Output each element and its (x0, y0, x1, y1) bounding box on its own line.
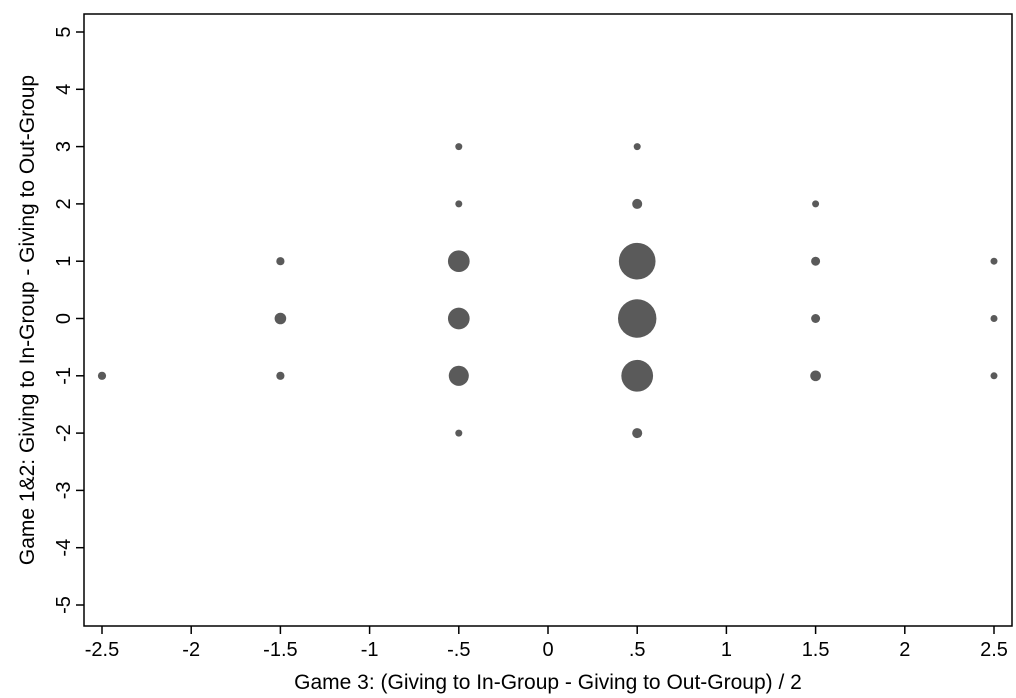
x-tick-label: -2 (182, 639, 200, 661)
data-points (97, 143, 998, 439)
data-point (97, 371, 107, 380)
data-point (455, 143, 463, 151)
data-point (811, 314, 821, 323)
y-tick-label: -3 (53, 482, 75, 500)
y-tick-label: 4 (53, 84, 75, 95)
x-tick-label: -1.5 (263, 639, 297, 661)
data-point (448, 365, 469, 386)
y-tick-label: -2 (53, 424, 75, 442)
data-point (632, 198, 643, 209)
x-tick-label: 1.5 (802, 639, 830, 661)
data-point (276, 257, 285, 266)
data-point (990, 372, 998, 380)
y-tick-label: 0 (53, 313, 75, 324)
x-tick-label: -2.5 (85, 639, 119, 661)
y-tick-label: -4 (53, 539, 75, 557)
data-point (618, 242, 656, 280)
x-tick-label: 2 (899, 639, 910, 661)
y-axis-title: Game 1&2: Giving to In-Group - Giving to… (16, 75, 39, 565)
x-tick-label: 2.5 (980, 639, 1008, 661)
data-point (990, 315, 998, 322)
data-point (811, 256, 821, 266)
y-tick-label: 5 (53, 26, 75, 37)
data-point (633, 143, 641, 151)
data-point (455, 200, 463, 208)
x-axis-title: Game 3: (Giving to In-Group - Giving to … (294, 671, 802, 694)
data-point (274, 312, 287, 325)
data-point (617, 299, 657, 338)
x-axis: -2.5 -2 -1.5 -1 -.5 0 .5 1 1.5 2 2.5 (85, 626, 1008, 661)
data-point (990, 257, 998, 265)
y-tick-label: 3 (53, 141, 75, 152)
x-tick-label: -1 (361, 639, 379, 661)
data-point (810, 370, 821, 382)
x-tick-label: -.5 (447, 639, 470, 661)
data-point (447, 307, 470, 330)
y-tick-label: -1 (53, 367, 75, 385)
data-point (455, 429, 463, 437)
y-tick-label: -5 (53, 596, 75, 614)
data-point (276, 371, 285, 380)
x-tick-label: 1 (721, 639, 732, 661)
x-tick-label: .5 (629, 639, 646, 661)
data-point (812, 200, 820, 208)
y-tick-label: 1 (53, 256, 75, 267)
data-point (632, 428, 643, 439)
plot-frame (83, 13, 1013, 627)
plot-area (83, 13, 1013, 627)
x-tick-label: 0 (542, 639, 553, 661)
data-point (621, 359, 654, 392)
y-axis: -5 -4 -3 -2 -1 0 1 2 3 4 5 (53, 26, 84, 614)
data-point (447, 250, 470, 273)
y-tick-label: 2 (53, 198, 75, 209)
